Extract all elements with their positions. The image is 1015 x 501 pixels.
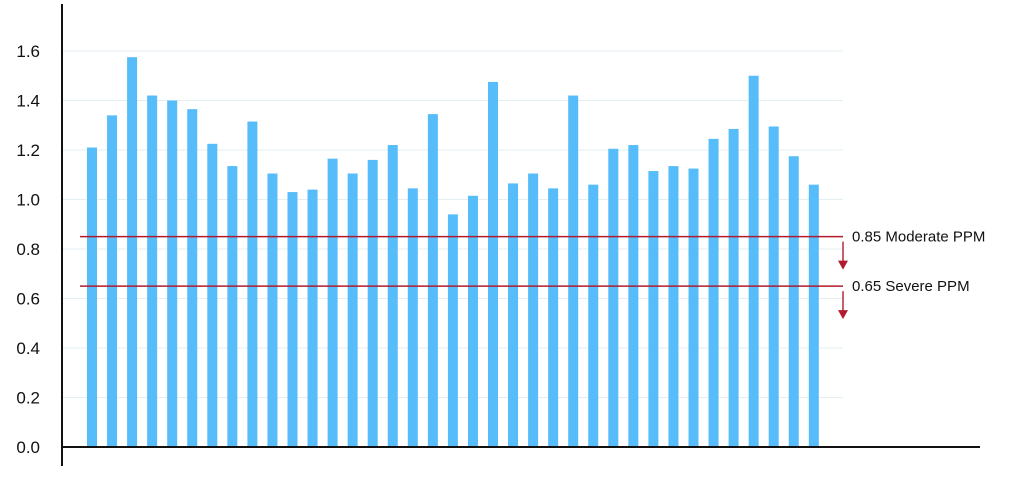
bar (307, 189, 318, 447)
bar (748, 75, 759, 447)
bar (467, 195, 478, 447)
bar (407, 188, 418, 448)
y-tick-label: 0.4 (16, 339, 40, 358)
bar (628, 145, 639, 448)
y-tick-labels: 0.0 0.2 0.4 0.6 0.8 1.0 1.2 1.4 1.6 (16, 42, 40, 457)
y-tick-label: 0.2 (16, 389, 40, 408)
bar (167, 100, 178, 447)
bar (367, 159, 378, 447)
bar (107, 115, 118, 447)
bar (788, 156, 799, 447)
bar (488, 81, 498, 447)
y-tick-label: 0.8 (16, 240, 40, 259)
bar (688, 168, 699, 447)
bar (568, 95, 579, 448)
bar (548, 188, 559, 448)
bar (608, 148, 619, 447)
bar (447, 214, 458, 447)
bar (648, 171, 659, 448)
reference-line-label: 0.65 Severe PPM (852, 278, 970, 295)
bar (808, 184, 819, 447)
bar (247, 121, 258, 447)
y-tick-label: 1.0 (16, 191, 40, 210)
bar (588, 184, 599, 447)
bar (147, 95, 158, 448)
bar (87, 147, 97, 447)
y-tick-label: 1.6 (16, 42, 40, 61)
y-tick-label: 1.2 (16, 141, 40, 160)
bar (728, 128, 739, 447)
bar (227, 166, 238, 447)
bar (668, 166, 679, 447)
bar (387, 145, 398, 448)
bar (187, 109, 198, 447)
reference-line-label: 0.85 Moderate PPM (852, 229, 985, 246)
y-tick-label: 1.4 (16, 92, 40, 111)
bar (347, 173, 358, 447)
axes (61, 4, 980, 466)
y-tick-label: 0.6 (16, 290, 40, 309)
bar (127, 57, 138, 447)
y-tick-label: 0.0 (16, 438, 40, 457)
down-arrow-icon (838, 260, 848, 270)
down-arrow-icon (838, 310, 848, 320)
bar (708, 138, 719, 448)
bar (207, 143, 218, 447)
bar (267, 173, 278, 447)
bar (528, 173, 539, 447)
bar (287, 192, 298, 447)
bar (508, 183, 519, 447)
bar (427, 114, 438, 448)
bar (327, 158, 338, 447)
reference-lines: 0.85 Moderate PPM 0.65 Severe PPM (80, 229, 985, 320)
bars (87, 57, 819, 448)
